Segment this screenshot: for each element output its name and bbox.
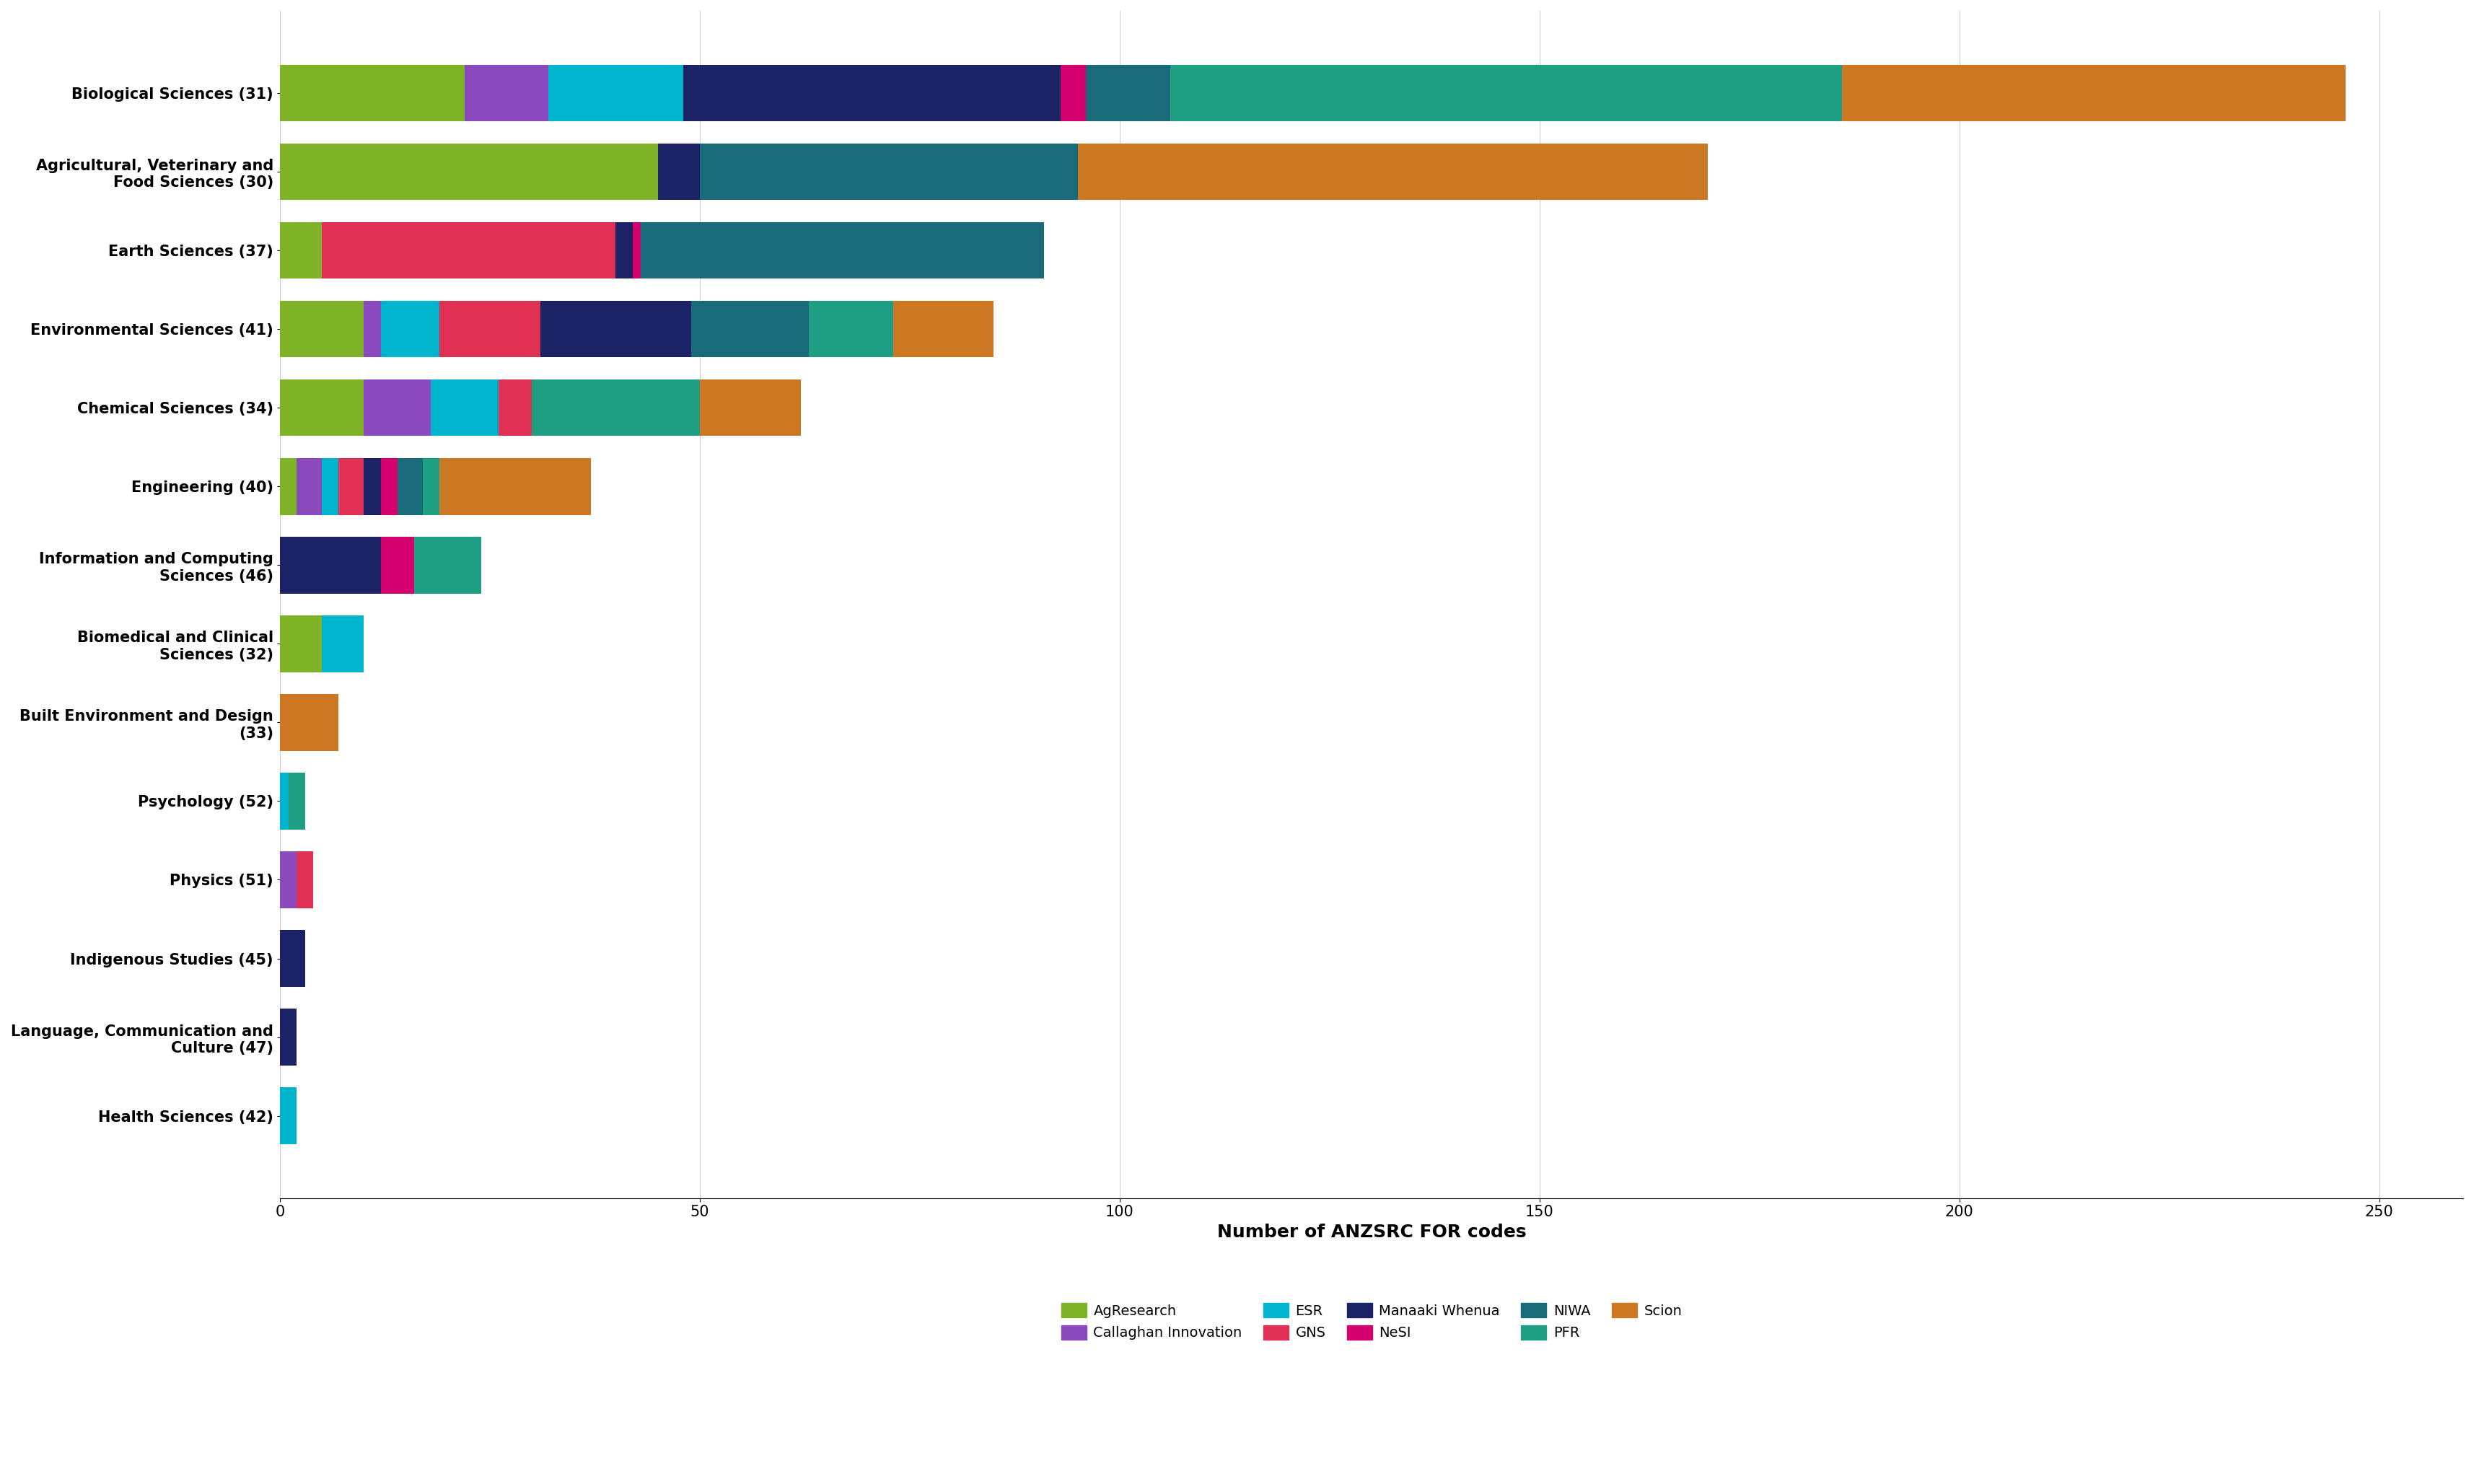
Bar — [280, 773, 289, 830]
Bar — [280, 616, 322, 672]
Bar — [322, 616, 364, 672]
Bar — [1170, 65, 1841, 122]
Bar — [280, 459, 297, 515]
Legend: AgResearch, Callaghan Innovation, ESR, GNS, Manaaki Whenua, NeSI, NIWA, PFR, Sci: AgResearch, Callaghan Innovation, ESR, G… — [1056, 1297, 1687, 1346]
Bar — [297, 459, 322, 515]
Bar — [440, 301, 539, 358]
Bar — [423, 459, 440, 515]
Bar — [549, 65, 683, 122]
Bar — [700, 380, 802, 436]
Bar — [641, 223, 1044, 279]
Bar — [280, 537, 381, 594]
Bar — [497, 380, 532, 436]
Bar — [700, 144, 1079, 200]
Bar — [381, 459, 398, 515]
Bar — [289, 773, 304, 830]
Bar — [1841, 65, 2345, 122]
Bar — [339, 459, 364, 515]
Bar — [280, 930, 304, 987]
Bar — [398, 459, 423, 515]
Bar — [465, 65, 549, 122]
Bar — [381, 537, 413, 594]
Bar — [280, 1009, 297, 1066]
Bar — [280, 144, 658, 200]
X-axis label: Number of ANZSRC FOR codes: Number of ANZSRC FOR codes — [1217, 1223, 1526, 1241]
Bar — [280, 1088, 297, 1144]
Bar — [532, 380, 700, 436]
Bar — [1086, 65, 1170, 122]
Bar — [413, 537, 482, 594]
Bar — [280, 380, 364, 436]
Bar — [280, 223, 322, 279]
Bar — [280, 695, 339, 751]
Bar — [616, 223, 633, 279]
Bar — [364, 459, 381, 515]
Bar — [322, 223, 616, 279]
Bar — [1079, 144, 1707, 200]
Bar — [658, 144, 700, 200]
Bar — [280, 301, 364, 358]
Bar — [364, 380, 430, 436]
Bar — [1061, 65, 1086, 122]
Bar — [280, 852, 297, 908]
Bar — [364, 301, 381, 358]
Bar — [322, 459, 339, 515]
Bar — [633, 223, 641, 279]
Bar — [809, 301, 893, 358]
Bar — [440, 459, 591, 515]
Bar — [430, 380, 497, 436]
Bar — [280, 65, 465, 122]
Bar — [381, 301, 440, 358]
Bar — [690, 301, 809, 358]
Bar — [683, 65, 1061, 122]
Bar — [893, 301, 995, 358]
Bar — [297, 852, 314, 908]
Bar — [539, 301, 690, 358]
